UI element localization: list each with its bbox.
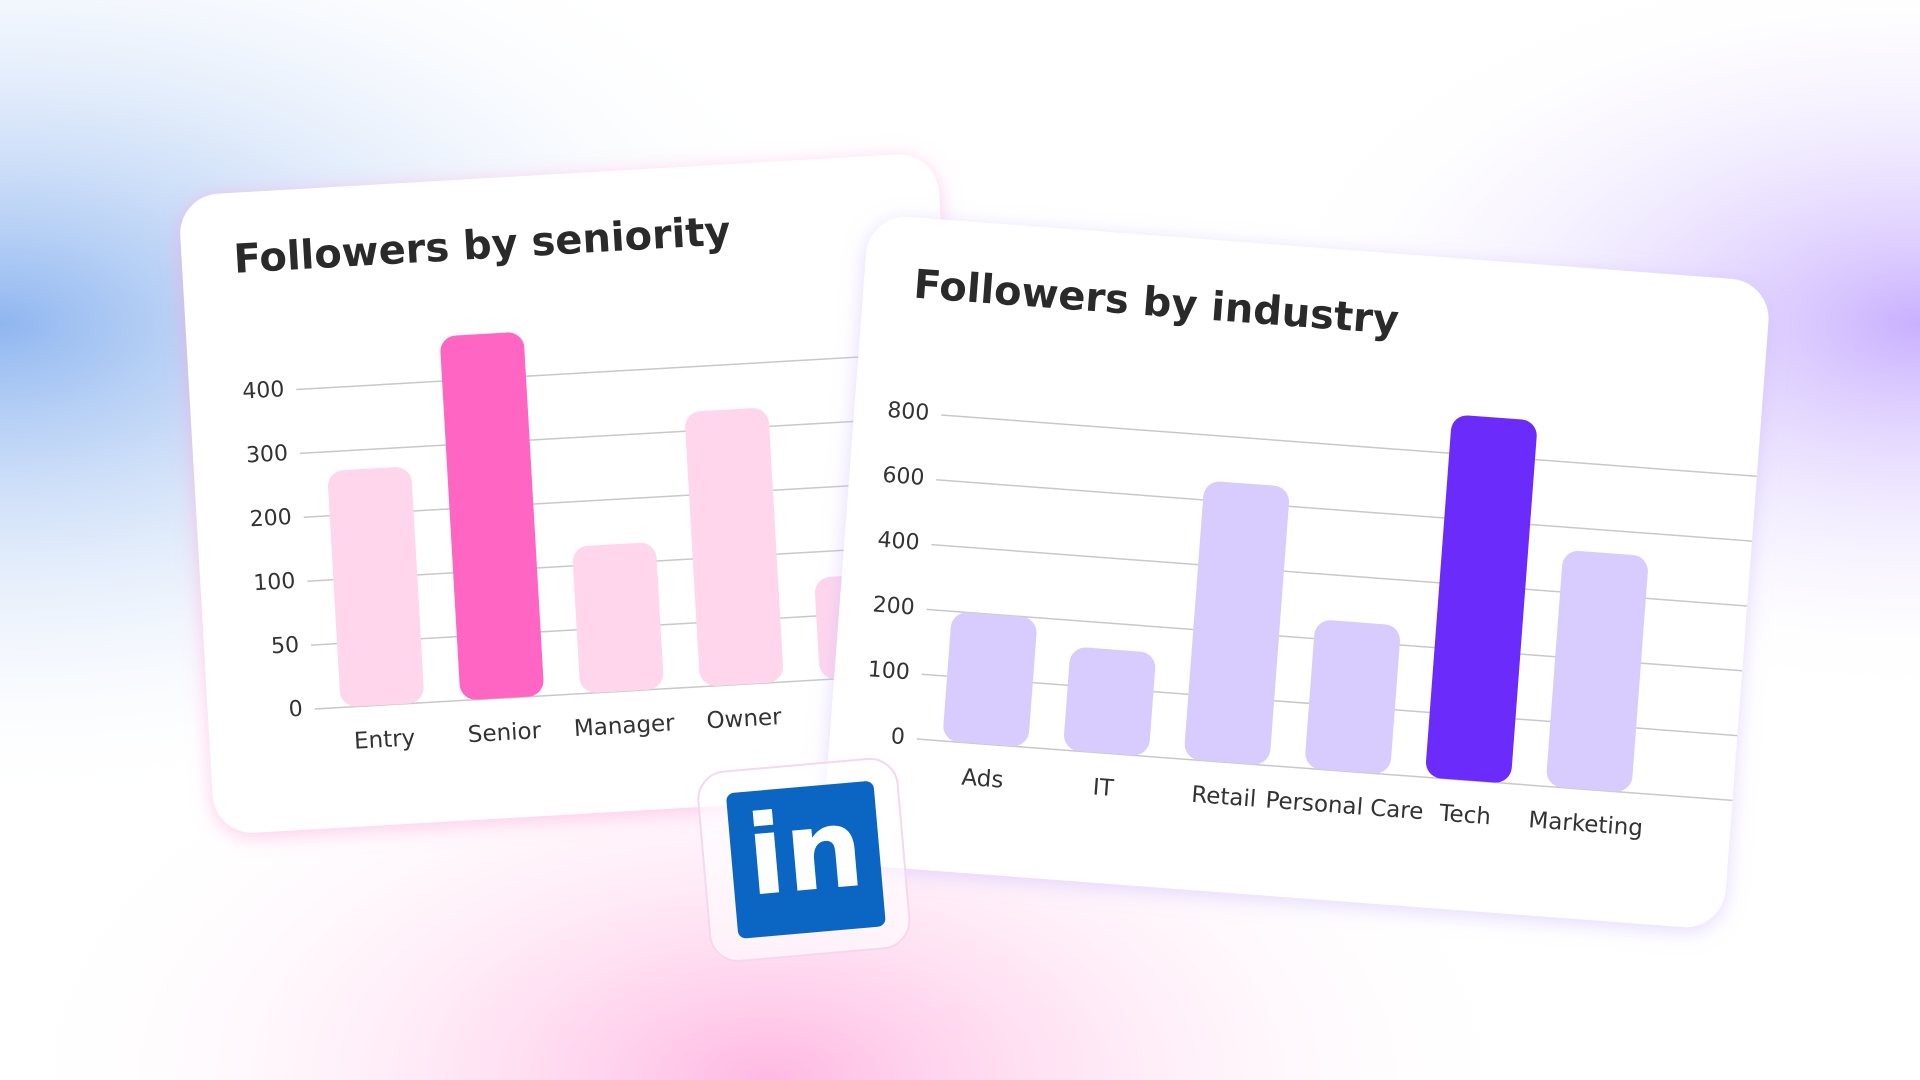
y-tick-label: 0 [890,724,906,750]
bar [572,542,664,693]
grid-line [299,415,952,455]
logo-text: in [742,783,869,921]
linkedin-logo: in [697,757,911,962]
bar [685,408,784,686]
grid-line [296,351,949,391]
bar [1425,415,1537,783]
y-tick-label: 800 [886,398,930,426]
plot: 050100200300400EntrySeniorManagerOwnerDi [242,332,967,755]
bar [1546,550,1648,792]
grid-line [936,479,1753,542]
logo-square [726,781,886,939]
y-tick-label: 0 [288,697,303,723]
x-tick-label: Ads [961,765,1005,794]
bar [440,332,544,700]
grid-line [941,414,1757,478]
y-tick-label: 400 [877,528,921,556]
card: 050100200300400EntrySeniorManagerOwnerDi… [180,154,972,833]
y-tick-label: 100 [253,569,296,596]
bar [327,467,424,707]
y-tick-label: 100 [867,657,911,685]
x-tick-label: IT [1092,774,1116,802]
bar [1184,481,1290,765]
x-tick-label: Manager [573,710,676,742]
y-tick-label: 200 [872,592,916,620]
x-tick-label: Owner [706,704,783,734]
x-tick-label: Senior [467,718,542,748]
y-tick-label: 400 [242,377,285,404]
y-tick-label: 600 [882,463,926,491]
y-tick-label: 50 [270,633,299,660]
y-tick-label: 200 [249,505,292,532]
x-tick-label: Entry [353,725,416,754]
x-tick-label: Retail [1190,782,1257,813]
y-tick-label: 300 [245,441,288,468]
bar [1064,647,1156,756]
bar [1305,620,1400,774]
bar [943,612,1037,747]
x-tick-label: Tech [1437,800,1491,830]
